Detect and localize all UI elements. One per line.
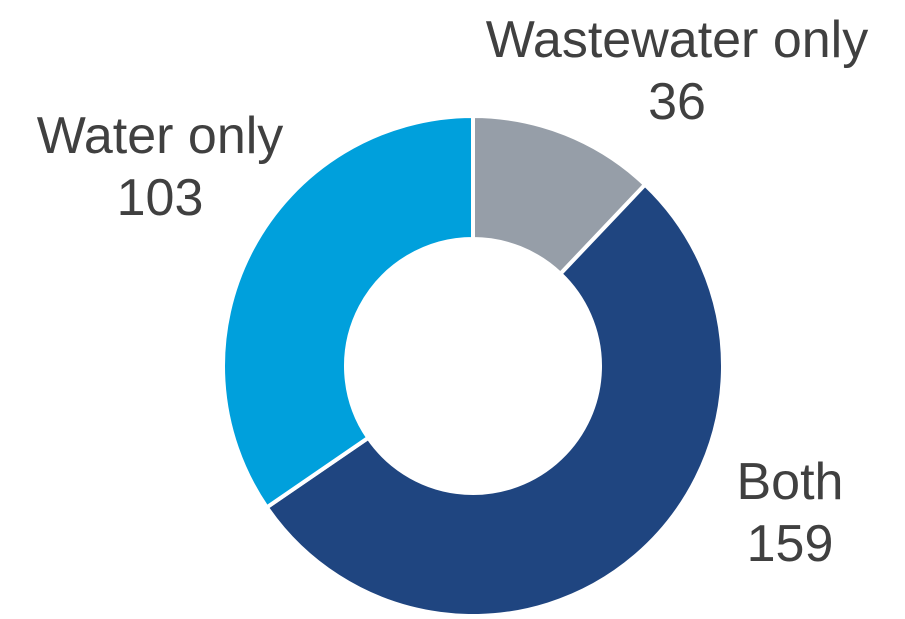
- slice-label-name: Both: [736, 453, 844, 511]
- slice-label-value: 159: [746, 515, 834, 573]
- donut-slice-both: [264, 181, 725, 618]
- slice-label-both: Both 159: [695, 456, 885, 570]
- donut-slice-water-only: [221, 113, 475, 511]
- slice-label-value: 103: [116, 169, 204, 227]
- slice-label-wastewater-only: Wastewater only 36: [452, 14, 902, 128]
- slice-label-value: 36: [648, 73, 706, 131]
- slice-label-name: Wastewater only: [485, 11, 869, 69]
- slice-label-name: Water only: [36, 107, 284, 165]
- slice-label-water-only: Water only 103: [0, 110, 320, 224]
